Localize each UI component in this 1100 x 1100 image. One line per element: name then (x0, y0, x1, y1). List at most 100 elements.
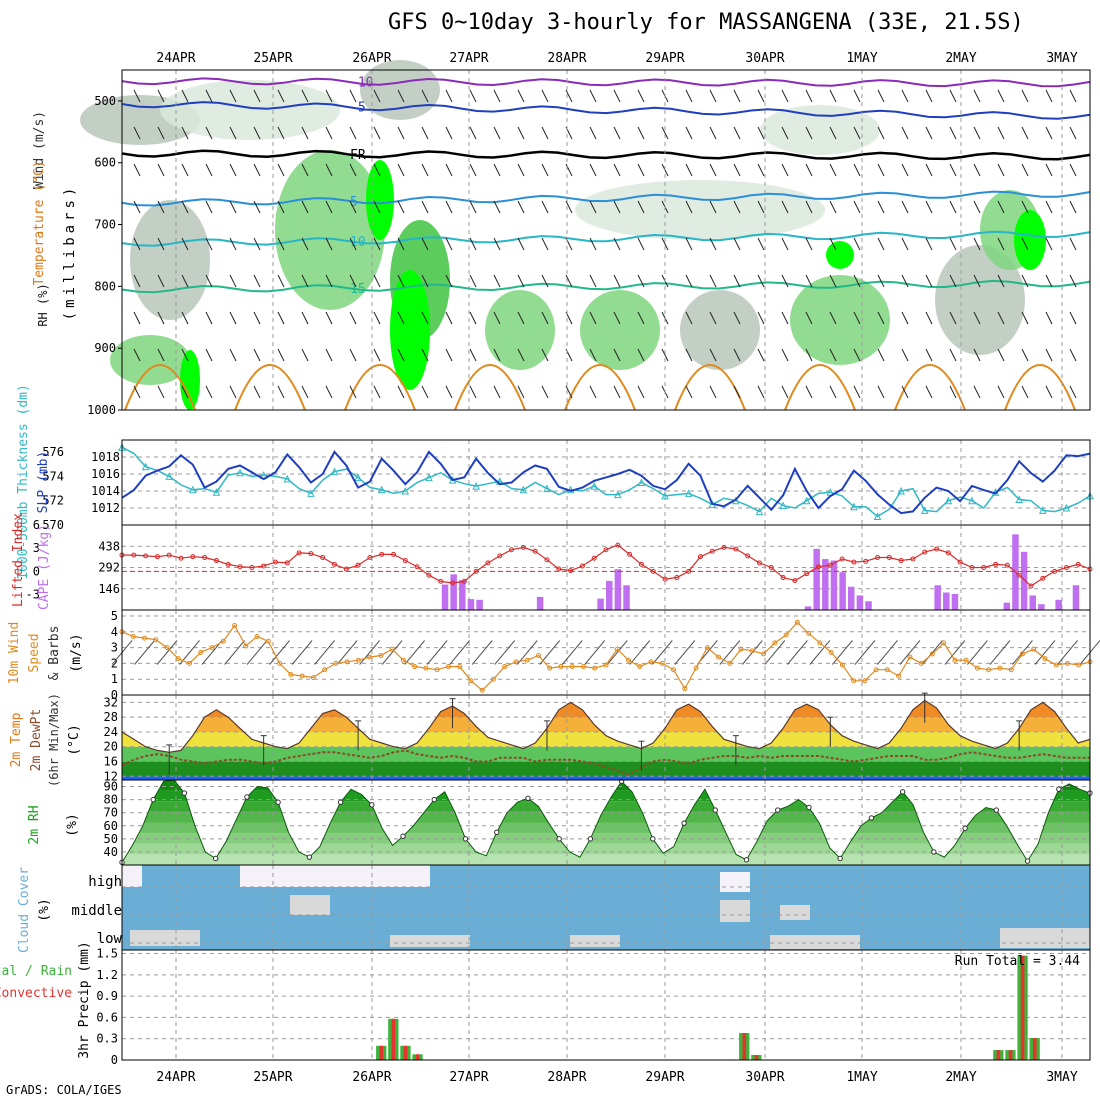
bottom-date-label: 24APR (156, 1070, 195, 1085)
lifted-index-point (721, 544, 727, 550)
tick-label: 700 (94, 218, 116, 232)
wind-barb (606, 640, 628, 665)
wind-barb (613, 163, 621, 177)
panel-frame (121, 69, 1091, 411)
wind-barb (205, 274, 213, 288)
wind-barb (831, 640, 853, 665)
lifted-index-point (485, 560, 491, 566)
panel-frame (121, 609, 1091, 696)
wind-barb (133, 126, 141, 140)
wind-barb (1045, 200, 1053, 214)
dewpoint-line (121, 749, 1090, 776)
wind-barb (157, 348, 165, 362)
lifted-index-point (272, 559, 278, 565)
lifted-index-point (296, 550, 302, 556)
wind-barb (1045, 385, 1053, 399)
top-date-label: 2MAY (945, 51, 976, 66)
lifted-index-point (520, 544, 526, 550)
rh-point (400, 833, 406, 839)
wind-speed-point (355, 657, 361, 663)
wind-barb (949, 385, 957, 399)
wind-barb (471, 640, 493, 665)
rh-saturated (826, 241, 854, 269)
cape-bar (865, 601, 872, 610)
lifted-index-point (379, 551, 385, 557)
rh-shading (790, 275, 890, 365)
rh-saturated (1014, 210, 1046, 270)
wind-barb (829, 385, 837, 399)
wind-barb (877, 311, 885, 325)
wind-barb (494, 640, 516, 665)
wind-barb (829, 274, 837, 288)
wind-barb (301, 385, 309, 399)
lifted-index-point (851, 559, 857, 565)
wind-barb (1045, 237, 1053, 251)
wind-barb (757, 348, 765, 362)
ylabel-wind-a: 10m Wind (7, 622, 22, 685)
wind-barb (651, 640, 673, 665)
wind-speed-point (423, 665, 429, 671)
wind-barb (997, 237, 1005, 251)
wind-barb (901, 385, 909, 399)
wind-barb (997, 89, 1005, 103)
ylabel-precip-b: Convective (0, 986, 72, 1001)
wind-barb (829, 89, 837, 103)
wind-barb (134, 640, 155, 665)
wind-barb (781, 385, 789, 399)
wind-speed-point (445, 664, 451, 670)
tick-label: 576 (42, 445, 64, 459)
wind-barb (205, 89, 213, 103)
wind-barb (157, 385, 165, 399)
wind-barb (277, 126, 285, 140)
lifted-index-point (261, 563, 267, 569)
top-date-label: 3MAY (1046, 51, 1077, 66)
wind-speed-point (1076, 662, 1082, 668)
wind-barb (757, 274, 765, 288)
wind-barb (565, 385, 573, 399)
precip-convective-bar (996, 1050, 1001, 1060)
wind-barb (445, 311, 453, 325)
wind-barb (469, 200, 477, 214)
wind-barb (157, 163, 165, 177)
lifted-index-point (249, 565, 255, 570)
wind-barb (229, 348, 237, 362)
tick-label: 16 (104, 755, 118, 769)
rh-band (122, 843, 1090, 855)
isotherm-label: 5 (350, 195, 358, 210)
wind-barb (997, 126, 1005, 140)
wind-speed-point (794, 619, 800, 625)
ylabel-p-upper: (millibars) (62, 184, 78, 321)
wind-barb (781, 348, 789, 362)
wind-speed-point (220, 638, 226, 644)
wind-speed-point (873, 667, 879, 673)
cloud-panel (121, 864, 1091, 951)
wind-barb (229, 163, 237, 177)
wind-barb (877, 385, 885, 399)
wind-barb (997, 348, 1005, 362)
wind-barb (277, 311, 285, 325)
wind-speed-point (626, 657, 632, 663)
rh-band (122, 854, 1090, 865)
lifted-index-point (544, 557, 550, 563)
wind-barb (493, 237, 501, 251)
wind-barb (325, 348, 333, 362)
wind-barb (469, 89, 477, 103)
wind-barb (781, 126, 789, 140)
wind-barb (397, 89, 405, 103)
bottom-date-label: 30APR (745, 1070, 784, 1085)
wind-barb (973, 163, 981, 177)
thickness-point (920, 506, 929, 514)
lifted-index-point (391, 551, 397, 557)
wind-speed-point (772, 640, 778, 646)
rh-shading (935, 245, 1025, 355)
tick-label: 800 (94, 279, 116, 293)
wind-barb (613, 311, 621, 325)
wind-barb (445, 200, 453, 214)
wind-barb (709, 274, 717, 288)
wind-barb (685, 311, 693, 325)
thickness-point (755, 507, 764, 516)
wind-barb (277, 89, 285, 103)
rh-point (181, 790, 188, 796)
wind-barb (349, 126, 357, 140)
thickness-point (1062, 503, 1071, 512)
